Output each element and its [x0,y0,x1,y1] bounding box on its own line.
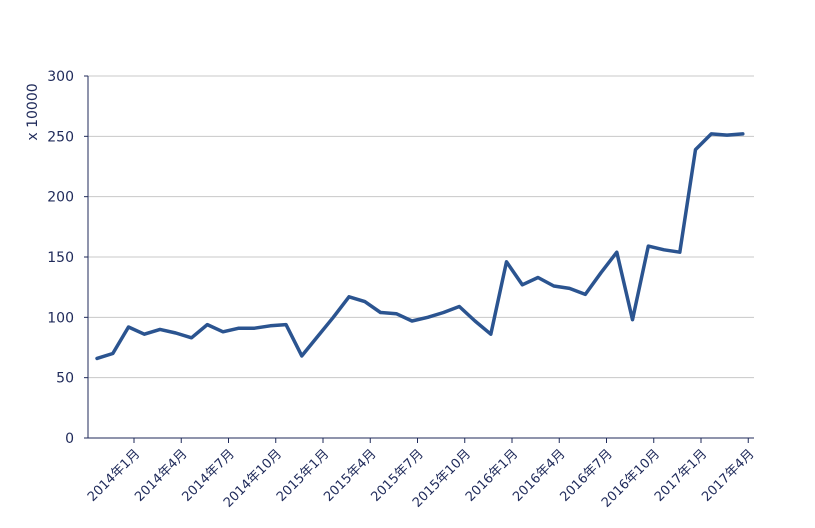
y-tick-label: 100 [47,310,74,326]
y-tick-labels: 0 50 100 150 200 250 300 [47,69,74,447]
gridlines [88,75,754,379]
y-axis-label: x 10000 [25,83,41,140]
y-tick-label: 150 [47,250,74,266]
series-group [95,132,745,361]
y-tick-label: 200 [47,190,74,206]
x-tick-labels: 2014年1月2014年4月2014年7月2014年10月2015年1月2015… [85,447,757,511]
y-tick-label: 250 [47,129,74,145]
y-tick-label: 0 [65,431,74,447]
axes [84,75,754,443]
y-tick-label: 50 [56,371,74,387]
y-tick-label: 300 [47,69,74,85]
series-line [95,132,745,361]
